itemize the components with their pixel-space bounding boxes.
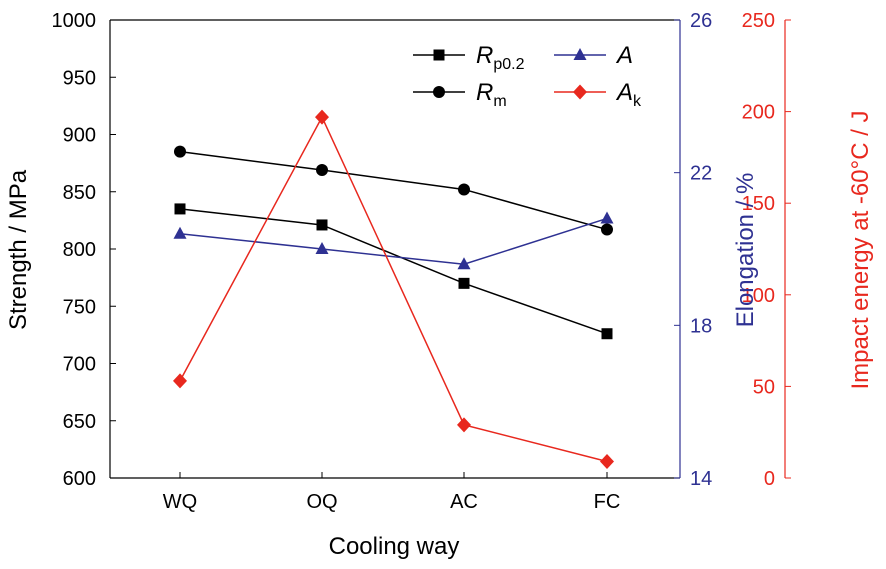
elongation-tick-label: 26 [690, 10, 712, 32]
left-tick-label: 800 [63, 239, 96, 261]
legend-item: Rm [413, 79, 507, 110]
data-point [315, 109, 329, 125]
data-point [601, 328, 613, 340]
left-tick-label: 650 [63, 411, 96, 433]
legend-label-main: R [476, 79, 493, 106]
elongation-tick-label: 22 [690, 163, 712, 185]
left-tick-label: 750 [63, 296, 96, 318]
x-tick-label: WQ [163, 491, 197, 513]
x-tick-label: OQ [306, 491, 337, 513]
series-layer [173, 109, 614, 470]
legend-marker [433, 86, 445, 98]
data-point [458, 183, 470, 196]
legend-marker [573, 48, 587, 60]
legend-label-sub: m [493, 93, 506, 110]
impact-energy-tick-label: 250 [742, 10, 775, 32]
legend-label-main: A [615, 42, 633, 69]
legend-label-main: R [476, 42, 493, 69]
series-line-rm [179, 150, 608, 231]
left-axis: 600 650 700 750 800 850 900 950 1000 [52, 10, 116, 490]
data-point [174, 203, 186, 215]
legend-marker [573, 84, 587, 100]
legend-label: A [615, 42, 633, 69]
x-tick-label: FC [594, 491, 621, 513]
left-tick-label: 700 [63, 354, 96, 376]
impact-energy-tick-label: 50 [753, 376, 775, 398]
left-tick-label: 600 [63, 468, 96, 490]
impact-energy-tick-label: 0 [764, 468, 775, 490]
left-tick-label: 1000 [52, 10, 97, 32]
data-point [458, 277, 470, 289]
legend-item: Rp0.2 [413, 42, 525, 73]
legend-label-sub: p0.2 [493, 56, 524, 73]
series-line-rp02 [179, 208, 608, 335]
x-axis-title: Cooling way [329, 533, 460, 560]
plot-frame [109, 19, 786, 479]
legend-label: Ak [615, 79, 642, 110]
legend-item: Ak [554, 79, 642, 110]
data-point [601, 223, 613, 236]
data-point [174, 145, 186, 158]
impact-energy-axis: 0 50 100 150 200 250 [742, 10, 791, 490]
data-point [457, 257, 471, 270]
data-point [316, 219, 328, 231]
impact-energy-tick-label: 100 [742, 285, 775, 307]
y-axis-title-elongation: Elongation / % [732, 173, 759, 328]
left-tick-label: 950 [63, 67, 96, 89]
legend-label-sub: k [633, 93, 642, 110]
x-tick-label: AC [450, 491, 478, 513]
legend-label-main: A [615, 79, 633, 106]
legend-label: Rm [476, 79, 507, 110]
data-point [315, 242, 329, 254]
series-line-ak [179, 115, 608, 463]
y-axis-title-left: Strength / MPa [5, 169, 32, 330]
series-line-a [179, 217, 608, 266]
data-point [173, 373, 187, 389]
y-axis-title-impact-energy: Impact energy at -60°C / J [847, 110, 874, 389]
elongation-tick-label: 14 [690, 468, 712, 490]
elongation-axis: 14 18 22 26 [674, 10, 712, 490]
legend-marker [433, 49, 445, 61]
x-axis: WQ OQ AC FC [163, 472, 621, 513]
legend-item: A [554, 42, 633, 69]
legend-label: Rp0.2 [476, 42, 525, 73]
left-tick-label: 850 [63, 182, 96, 204]
impact-energy-tick-label: 150 [742, 193, 775, 215]
data-point [600, 454, 614, 470]
data-point [316, 163, 328, 176]
data-point [173, 226, 187, 239]
elongation-tick-label: 18 [690, 315, 712, 337]
data-point [457, 417, 471, 433]
left-tick-label: 900 [63, 125, 96, 147]
impact-energy-tick-label: 200 [742, 102, 775, 124]
data-point [600, 211, 614, 224]
